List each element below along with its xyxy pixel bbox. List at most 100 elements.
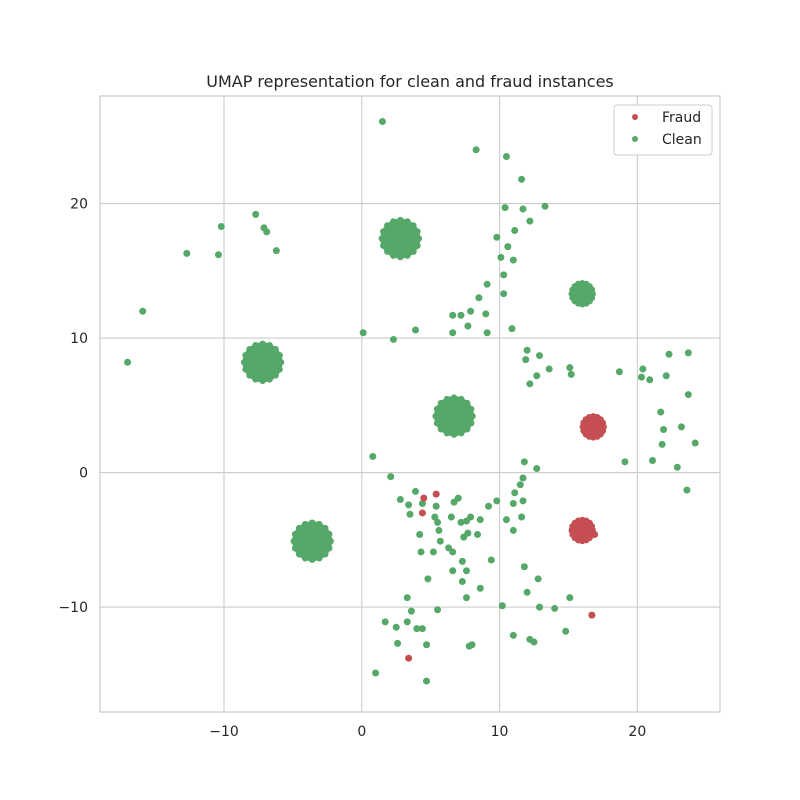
clean-cluster-edge-point [410, 222, 417, 229]
clean-point [660, 426, 668, 434]
clean-cluster-edge-point [295, 524, 303, 532]
clean-cluster-edge-point [326, 545, 333, 552]
clean-cluster-edge-point [450, 394, 458, 401]
clean-cluster-edge-point [443, 395, 451, 403]
clean-cluster-edge-point [308, 519, 316, 526]
legend-box [613, 104, 713, 156]
clean-cluster-edge-point [384, 222, 391, 229]
legend-label-fraud: Fraud [662, 110, 701, 126]
clean-point [498, 602, 506, 610]
clean-cluster-edge-point [277, 359, 285, 366]
fraud-point [588, 611, 596, 619]
clean-cluster-edge-point [301, 520, 309, 528]
clean-point [509, 256, 517, 264]
clean-point [621, 458, 629, 466]
clean-point [500, 271, 508, 279]
clean-point [464, 322, 472, 330]
clean-point [485, 502, 493, 510]
clean-point [434, 518, 442, 526]
clean-point [520, 458, 528, 466]
clean-point [387, 473, 395, 481]
clean-point [416, 530, 424, 538]
clean-point [509, 526, 517, 534]
clean-point [658, 440, 666, 448]
clean-point [474, 530, 482, 538]
clean-cluster-edge-point [246, 372, 253, 379]
fraud-point [405, 654, 413, 662]
clean-cluster-edge-point [291, 545, 299, 552]
clean-cluster-edge-point [252, 342, 259, 349]
clean-point [467, 307, 475, 315]
clean-point [504, 243, 512, 251]
clean-point [522, 356, 530, 364]
clean-cluster-edge-point [463, 425, 471, 433]
chart-title: UMAP representation for clean and fraud … [206, 72, 614, 91]
clean-cluster-edge-point [450, 431, 458, 438]
clean-point [449, 311, 457, 319]
clean-cluster-edge-point [390, 252, 397, 259]
clean-point [519, 497, 527, 505]
clean-point [476, 516, 484, 524]
clean-cluster-edge-point [246, 346, 253, 353]
clean-point [665, 350, 673, 358]
clean-cluster-edge-point [384, 248, 391, 255]
clean-cluster-edge-point [316, 555, 323, 562]
clean-point [423, 641, 431, 649]
clean-point [412, 487, 420, 495]
clean-point [482, 310, 490, 318]
clean-point [508, 325, 516, 333]
clean-point [369, 452, 377, 460]
clean-point [272, 247, 280, 255]
clean-point [252, 210, 260, 218]
series-clean [124, 118, 699, 685]
clean-cluster-edge-point [415, 235, 423, 242]
clean-point [457, 311, 465, 319]
clean-point [449, 567, 457, 575]
clean-point [673, 463, 681, 471]
clean-point [458, 557, 466, 565]
clean-point [432, 502, 440, 510]
clean-point [449, 329, 457, 337]
plot-area-frame [99, 95, 721, 713]
clean-cluster-edge-point [433, 405, 441, 413]
clean-cluster-edge-point [404, 252, 411, 259]
clean-point [523, 588, 531, 596]
clean-cluster [242, 342, 283, 383]
clean-cluster-edge-point [397, 216, 404, 224]
clean-point [502, 153, 510, 161]
clean-point [637, 373, 645, 381]
clean-point [468, 641, 476, 649]
clean-point [381, 618, 389, 626]
clean-cluster-edge-point [242, 366, 249, 373]
clean-cluster [292, 521, 333, 562]
x-tick-label: −10 [209, 724, 239, 740]
clean-point [429, 548, 437, 556]
clean-point [472, 146, 480, 154]
clean-point [502, 516, 510, 524]
clean-point [359, 329, 367, 337]
clean-point [457, 518, 465, 526]
clean-point [518, 513, 526, 521]
clean-cluster-edge-point [259, 340, 266, 348]
clean-point [534, 575, 542, 583]
clean-point [392, 623, 400, 631]
clean-point [500, 290, 508, 298]
legend-marker-fraud [632, 114, 638, 120]
clean-point [545, 365, 553, 373]
clean-point [435, 526, 443, 534]
clean-cluster-edge-point [322, 524, 329, 532]
clean-point [523, 346, 531, 354]
clean-point [406, 510, 414, 518]
clean-point [487, 556, 495, 564]
y-tick-label: −10 [58, 600, 88, 616]
legend-label-clean: Clean [662, 132, 702, 148]
clean-point [450, 498, 458, 506]
clean-point [460, 533, 468, 541]
clean-cluster-edge-point [240, 359, 248, 366]
clean-point [424, 575, 432, 583]
clean-point [413, 625, 421, 633]
clean-cluster-edge-point [308, 556, 316, 563]
clean-point [684, 391, 692, 399]
clean-cluster-edge-point [588, 286, 596, 293]
